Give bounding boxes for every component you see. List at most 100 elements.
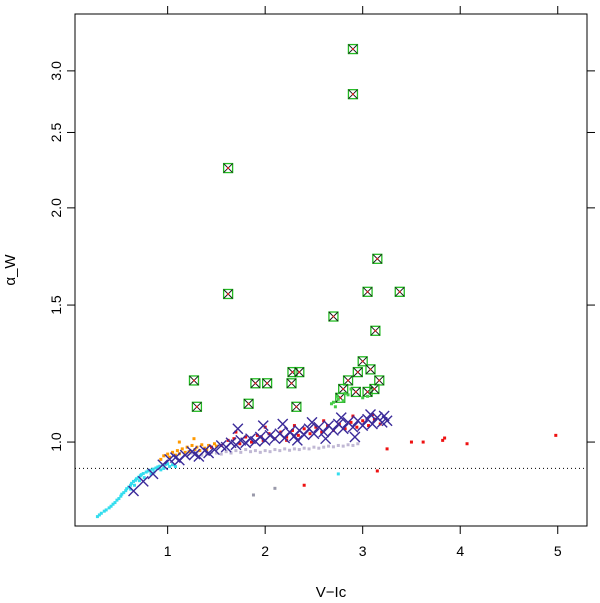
data-point [366, 418, 378, 430]
data-point [173, 453, 177, 457]
data-point [250, 378, 261, 389]
data-point [244, 448, 248, 452]
axes: 1 2 3 4 5 1.0 1.5 2.0 2.5 3.0 [48, 6, 595, 559]
data-point [214, 451, 218, 455]
data-point [366, 390, 369, 393]
data-point [130, 481, 134, 485]
data-point [154, 466, 158, 470]
data-point [95, 515, 99, 519]
data-point [254, 431, 266, 443]
data-point [302, 483, 306, 487]
data-point [351, 48, 354, 51]
data-point [159, 468, 163, 472]
data-point [283, 447, 287, 451]
data-point [336, 443, 340, 447]
data-point [347, 43, 359, 55]
data-point [200, 443, 204, 447]
data-point [192, 379, 195, 382]
data-point [258, 450, 262, 454]
data-point [443, 436, 447, 440]
data-point [308, 428, 320, 440]
data-point [212, 442, 216, 446]
data-point [365, 364, 376, 375]
data-point [125, 487, 129, 491]
data-point [336, 472, 340, 476]
data-point [357, 420, 369, 432]
data-point [168, 455, 172, 459]
data-point [247, 402, 250, 405]
x-tick-label: 3 [359, 543, 367, 559]
data-point [366, 290, 369, 293]
data-point [232, 423, 244, 435]
data-point [119, 494, 123, 498]
data-point [385, 447, 389, 451]
y-tick-label: 2.5 [48, 123, 64, 143]
data-point [302, 427, 306, 431]
data-point [214, 444, 218, 448]
data-point [207, 443, 211, 447]
data-point [349, 431, 361, 443]
data-point [376, 257, 379, 260]
data-point [102, 509, 106, 513]
data-point [107, 506, 111, 510]
data-point [257, 420, 269, 432]
data-point [322, 445, 326, 449]
data-point [327, 444, 331, 448]
y-axis-title: α_W [2, 254, 19, 286]
data-point [351, 93, 354, 96]
data-point [183, 450, 187, 454]
data-point [147, 468, 159, 480]
data-point [347, 379, 350, 382]
data-point [290, 382, 293, 385]
data-point [346, 443, 350, 447]
data-point [339, 396, 342, 399]
data-point [219, 452, 223, 456]
data-point [208, 444, 220, 456]
y-tick-label: 1.0 [48, 432, 64, 452]
data-point [166, 462, 170, 466]
data-point [191, 401, 203, 412]
data-point [341, 444, 345, 448]
data-point [111, 502, 115, 506]
data-point [234, 449, 238, 453]
data-point [320, 433, 332, 445]
data-point [357, 356, 368, 367]
data-point [337, 423, 349, 435]
data-point [350, 386, 362, 398]
data-point [254, 382, 257, 385]
data-point [142, 476, 146, 480]
data-point [329, 402, 333, 406]
data-point [263, 449, 267, 453]
data-points [95, 43, 558, 519]
data-point [346, 393, 350, 397]
data-point [109, 504, 113, 508]
data-point [179, 449, 191, 461]
data-point [294, 366, 305, 378]
data-point [203, 447, 215, 459]
data-point [343, 391, 347, 395]
data-point [222, 162, 234, 174]
y-tick-label: 2.0 [48, 198, 64, 218]
y-tick-label: 3.0 [48, 61, 64, 81]
data-point [133, 478, 137, 482]
data-point [224, 450, 228, 454]
data-point [250, 440, 254, 444]
data-point [347, 421, 359, 433]
data-point [227, 292, 230, 295]
data-point [244, 435, 248, 439]
data-point [124, 489, 128, 493]
data-point [554, 433, 558, 437]
data-point [317, 446, 321, 450]
data-point [306, 416, 318, 428]
data-point [249, 450, 253, 454]
data-point [320, 430, 324, 434]
data-point [168, 465, 172, 469]
data-point [158, 464, 162, 468]
data-point [398, 290, 401, 293]
x-tick-label: 2 [261, 543, 269, 559]
data-point [132, 479, 136, 483]
data-point [115, 498, 119, 502]
data-point [175, 449, 179, 453]
data-point [268, 450, 272, 454]
